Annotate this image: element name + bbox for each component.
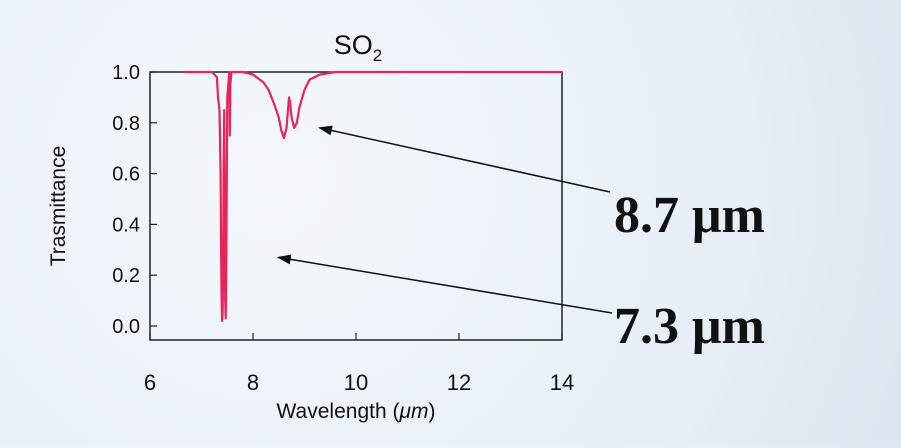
x-axis-label: Wavelength (μm)	[277, 400, 436, 423]
y-tick-label: 0.8	[112, 113, 140, 135]
y-tick-label: 1.0	[112, 62, 140, 84]
y-tick-label: 0.6	[112, 164, 140, 186]
series-line	[183, 70, 562, 322]
y-tick-label: 0.2	[112, 265, 140, 287]
chart-title-subscript: 2	[373, 46, 382, 65]
y-tick-label: 0.4	[112, 214, 140, 236]
annotation-arrow-8-7	[317, 125, 611, 193]
annotation-label-7-3: 7.3 μm	[614, 298, 765, 355]
y-tick-label: 0.0	[112, 316, 140, 338]
x-tick-label: 12	[447, 370, 471, 395]
x-tick-label: 8	[247, 370, 259, 395]
chart-title: SO2	[334, 30, 382, 65]
chart-title-main: SO	[334, 30, 373, 60]
plot-frame	[149, 71, 563, 341]
x-tick-label: 6	[144, 370, 156, 395]
y-axis-label: Trasmittance	[47, 146, 70, 267]
x-tick-label: 14	[550, 370, 574, 395]
x-tick-label: 10	[344, 370, 368, 395]
annotation-label-8-7: 8.7 μm	[614, 187, 765, 244]
annotation-arrow-7-3	[276, 254, 613, 314]
